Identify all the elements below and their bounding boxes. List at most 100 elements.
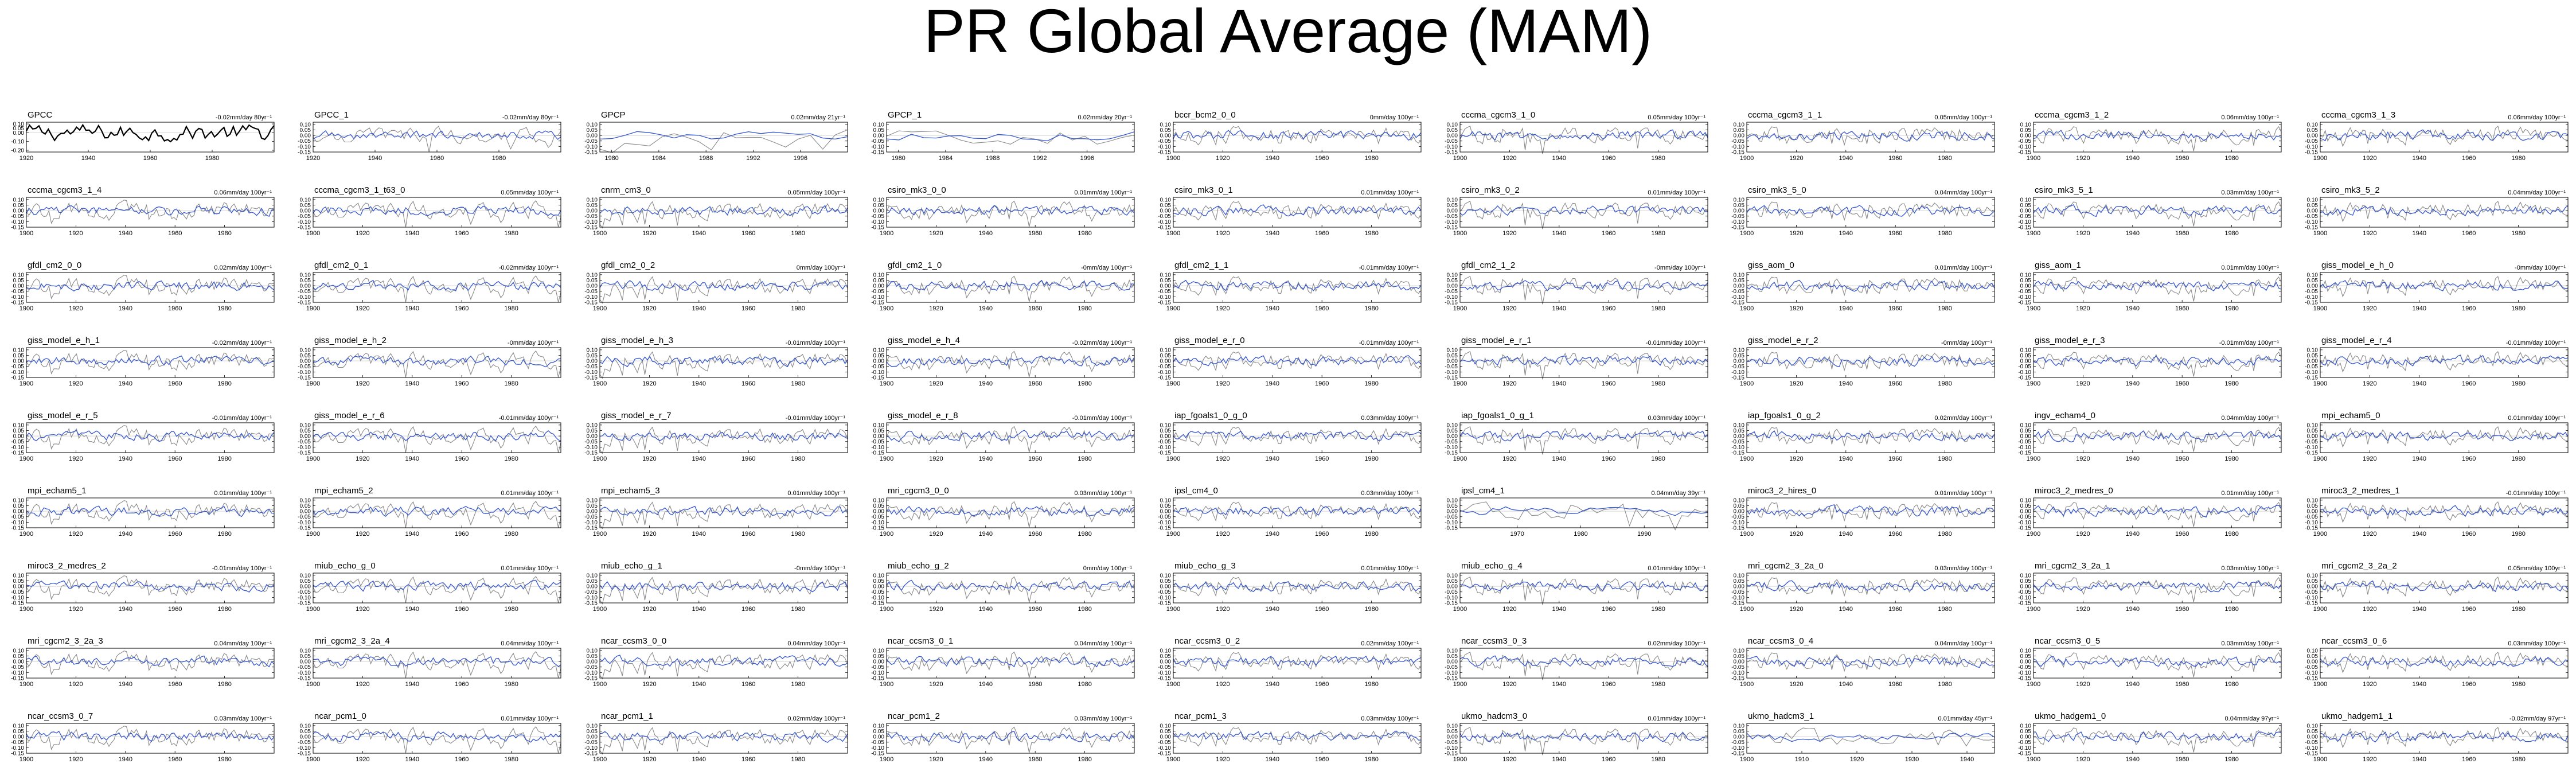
x-tick-label: 1900 <box>19 455 33 462</box>
x-tick-label: 1980 <box>791 305 805 312</box>
y-tick-label: -0.05 <box>1445 213 1458 220</box>
x-tick-label: 1900 <box>1740 531 1754 538</box>
y-tick-label: 0.05 <box>1160 353 1172 359</box>
y-tick-label: 0.10 <box>2020 573 2032 579</box>
panel-ncar-ccsm3-0-2: ncar_ccsm3_0_2 0.02mm/day 100yr⁻¹ 0.100.05… <box>1158 636 1422 688</box>
y-tick-label: 0.05 <box>1447 203 1458 209</box>
model-series-line <box>886 505 1135 517</box>
x-tick-label: 1940 <box>2413 305 2426 312</box>
reference-series-line <box>2320 125 2569 147</box>
y-tick-label: -0.05 <box>298 364 311 370</box>
x-tick-label: 1980 <box>791 531 805 538</box>
x-tick-label: 1920 <box>2363 606 2376 613</box>
panel-miroc3-2-hires-0: miroc3_2_hires_0 0.01mm/day 100yr⁻¹0.100.… <box>1731 486 1995 538</box>
panel-frame <box>26 272 275 303</box>
y-tick-label: 0.10 <box>2307 272 2319 278</box>
y-tick-label: 0.00 <box>1734 208 1745 215</box>
panel-frame <box>313 347 561 378</box>
x-tick-label: 1920 <box>69 455 83 462</box>
reference-series-line <box>313 200 561 228</box>
panel-frame <box>1173 122 1422 153</box>
reference-series-line <box>26 275 275 299</box>
x-tick-label: 1940 <box>692 531 706 538</box>
panel-GPCC-1: GPCC_1 -0.02mm/day 80yr⁻¹ 0.100.050.00-0.0… <box>298 110 561 162</box>
panel-giss-model-e-r-4: giss_model_e_r_4 -0.01mm/day 100yr⁻¹0.100… <box>2305 336 2569 387</box>
y-tick-label: 0.05 <box>300 203 311 209</box>
y-tick-label: 0.05 <box>587 203 598 209</box>
y-tick-label: -0.10 <box>2305 745 2318 751</box>
y-tick-label: 0.05 <box>1160 729 1172 735</box>
y-tick-label: 0.10 <box>13 347 25 353</box>
x-tick-label: 1980 <box>504 455 518 462</box>
x-tick-label: 1940 <box>1839 681 1853 688</box>
y-tick-label: 0.10 <box>1734 347 1745 353</box>
y-tick-label: 0.10 <box>873 122 885 128</box>
y-tick-label: 0.00 <box>587 133 598 139</box>
panel-mri-cgcm2-3-2a-4: mri_cgcm2_3_2a_4 0.04mm/day 100yr⁻¹0.100.… <box>298 636 561 688</box>
model-series-line <box>886 579 1135 591</box>
model-series-line <box>2033 731 2282 742</box>
x-tick-label: 1960 <box>1602 380 1615 387</box>
x-tick-label: 1940 <box>692 305 706 312</box>
y-tick-label: 0.00 <box>2307 434 2319 440</box>
y-tick-label: -0.10 <box>2305 144 2318 150</box>
y-tick-label: 0.00 <box>300 208 311 215</box>
x-tick-label: 1920 <box>929 606 943 613</box>
x-tick-label: 1920 <box>1216 606 1230 613</box>
x-tick-label: 1920 <box>2363 756 2376 763</box>
y-tick-label: 0.05 <box>2307 653 2319 660</box>
y-tick-label: 0.00 <box>2307 133 2319 139</box>
x-tick-label: 1980 <box>1364 756 1378 763</box>
y-tick-label: -0.10 <box>2305 219 2318 225</box>
panel-ncar-pcm1-1: ncar_pcm1_1 0.02mm/day 100yr⁻¹ 0.100.050.0… <box>584 711 848 763</box>
x-tick-label: 1980 <box>1364 455 1378 462</box>
y-tick-label: 0.05 <box>1447 353 1458 359</box>
y-tick-label: 0.00 <box>873 208 885 215</box>
x-tick-label: 1940 <box>2126 606 2140 613</box>
y-tick-label: -0.05 <box>871 739 884 746</box>
y-tick-label: 0.00 <box>2020 659 2032 665</box>
y-tick-label: -0.15 <box>2018 150 2031 156</box>
panel-trend: -0.01mm/day 100yr⁻¹ <box>2219 340 2280 346</box>
panel-trend: -0.01mm/day 100yr⁻¹ <box>786 415 846 422</box>
panel-label: cccma_cgcm3_1_4 <box>28 185 102 195</box>
y-tick-label: -0.15 <box>871 601 884 607</box>
y-tick-label: 0.05 <box>587 353 598 359</box>
x-tick-label: 1900 <box>306 455 320 462</box>
panel-frame <box>1746 648 1995 679</box>
x-tick-label: 1992 <box>746 155 760 162</box>
model-series-line <box>313 579 561 592</box>
model-series-line <box>26 205 275 217</box>
x-tick-label: 1940 <box>2126 155 2140 162</box>
panel-miub-echo-g-0: miub_echo_g_0 0.01mm/day 100yr⁻¹ 0.100.050… <box>298 561 561 613</box>
x-tick-label: 1940 <box>119 305 132 312</box>
y-tick-label: -0.15 <box>11 525 24 532</box>
x-tick-label: 1900 <box>1453 155 1467 162</box>
panel-label: iap_fgoals1_0_g_2 <box>1748 411 1821 420</box>
panel-frame <box>2320 573 2569 603</box>
y-tick-label: -0.15 <box>1158 525 1171 532</box>
y-tick-label: 0.00 <box>2307 659 2319 665</box>
y-tick-label: -0.15 <box>1158 751 1171 757</box>
y-tick-label: 0.00 <box>1734 509 1745 515</box>
y-tick-label: 0.10 <box>2307 497 2319 504</box>
y-tick-label: 0.00 <box>300 359 311 365</box>
y-tick-label: 0.10 <box>1734 422 1745 429</box>
x-tick-label: 1960 <box>1602 230 1615 237</box>
x-tick-label: 1980 <box>504 380 518 387</box>
panel-trend: 0.02mm/day 20yr⁻¹ <box>1078 114 1133 121</box>
y-tick-label: -0.15 <box>1445 751 1458 757</box>
x-tick-label: 1920 <box>929 455 943 462</box>
reference-series-line <box>313 501 561 528</box>
x-tick-label: 1940 <box>1552 455 1566 462</box>
y-tick-label: 0.00 <box>2307 359 2319 365</box>
model-series-line <box>886 355 1135 367</box>
y-tick-label: -0.05 <box>1158 138 1171 145</box>
x-tick-label: 1960 <box>1028 230 1042 237</box>
model-series-line <box>599 505 848 517</box>
reference-series-line <box>26 200 275 224</box>
panel-trend: -0.01mm/day 100yr⁻¹ <box>1646 340 1706 346</box>
x-tick-label: 1920 <box>306 155 320 162</box>
y-tick-label: -0.05 <box>584 289 598 295</box>
x-tick-label: 1960 <box>455 531 469 538</box>
